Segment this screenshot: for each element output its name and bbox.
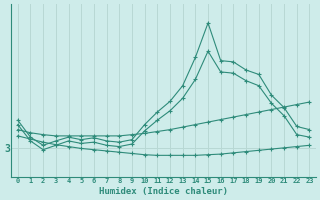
X-axis label: Humidex (Indice chaleur): Humidex (Indice chaleur) xyxy=(99,187,228,196)
